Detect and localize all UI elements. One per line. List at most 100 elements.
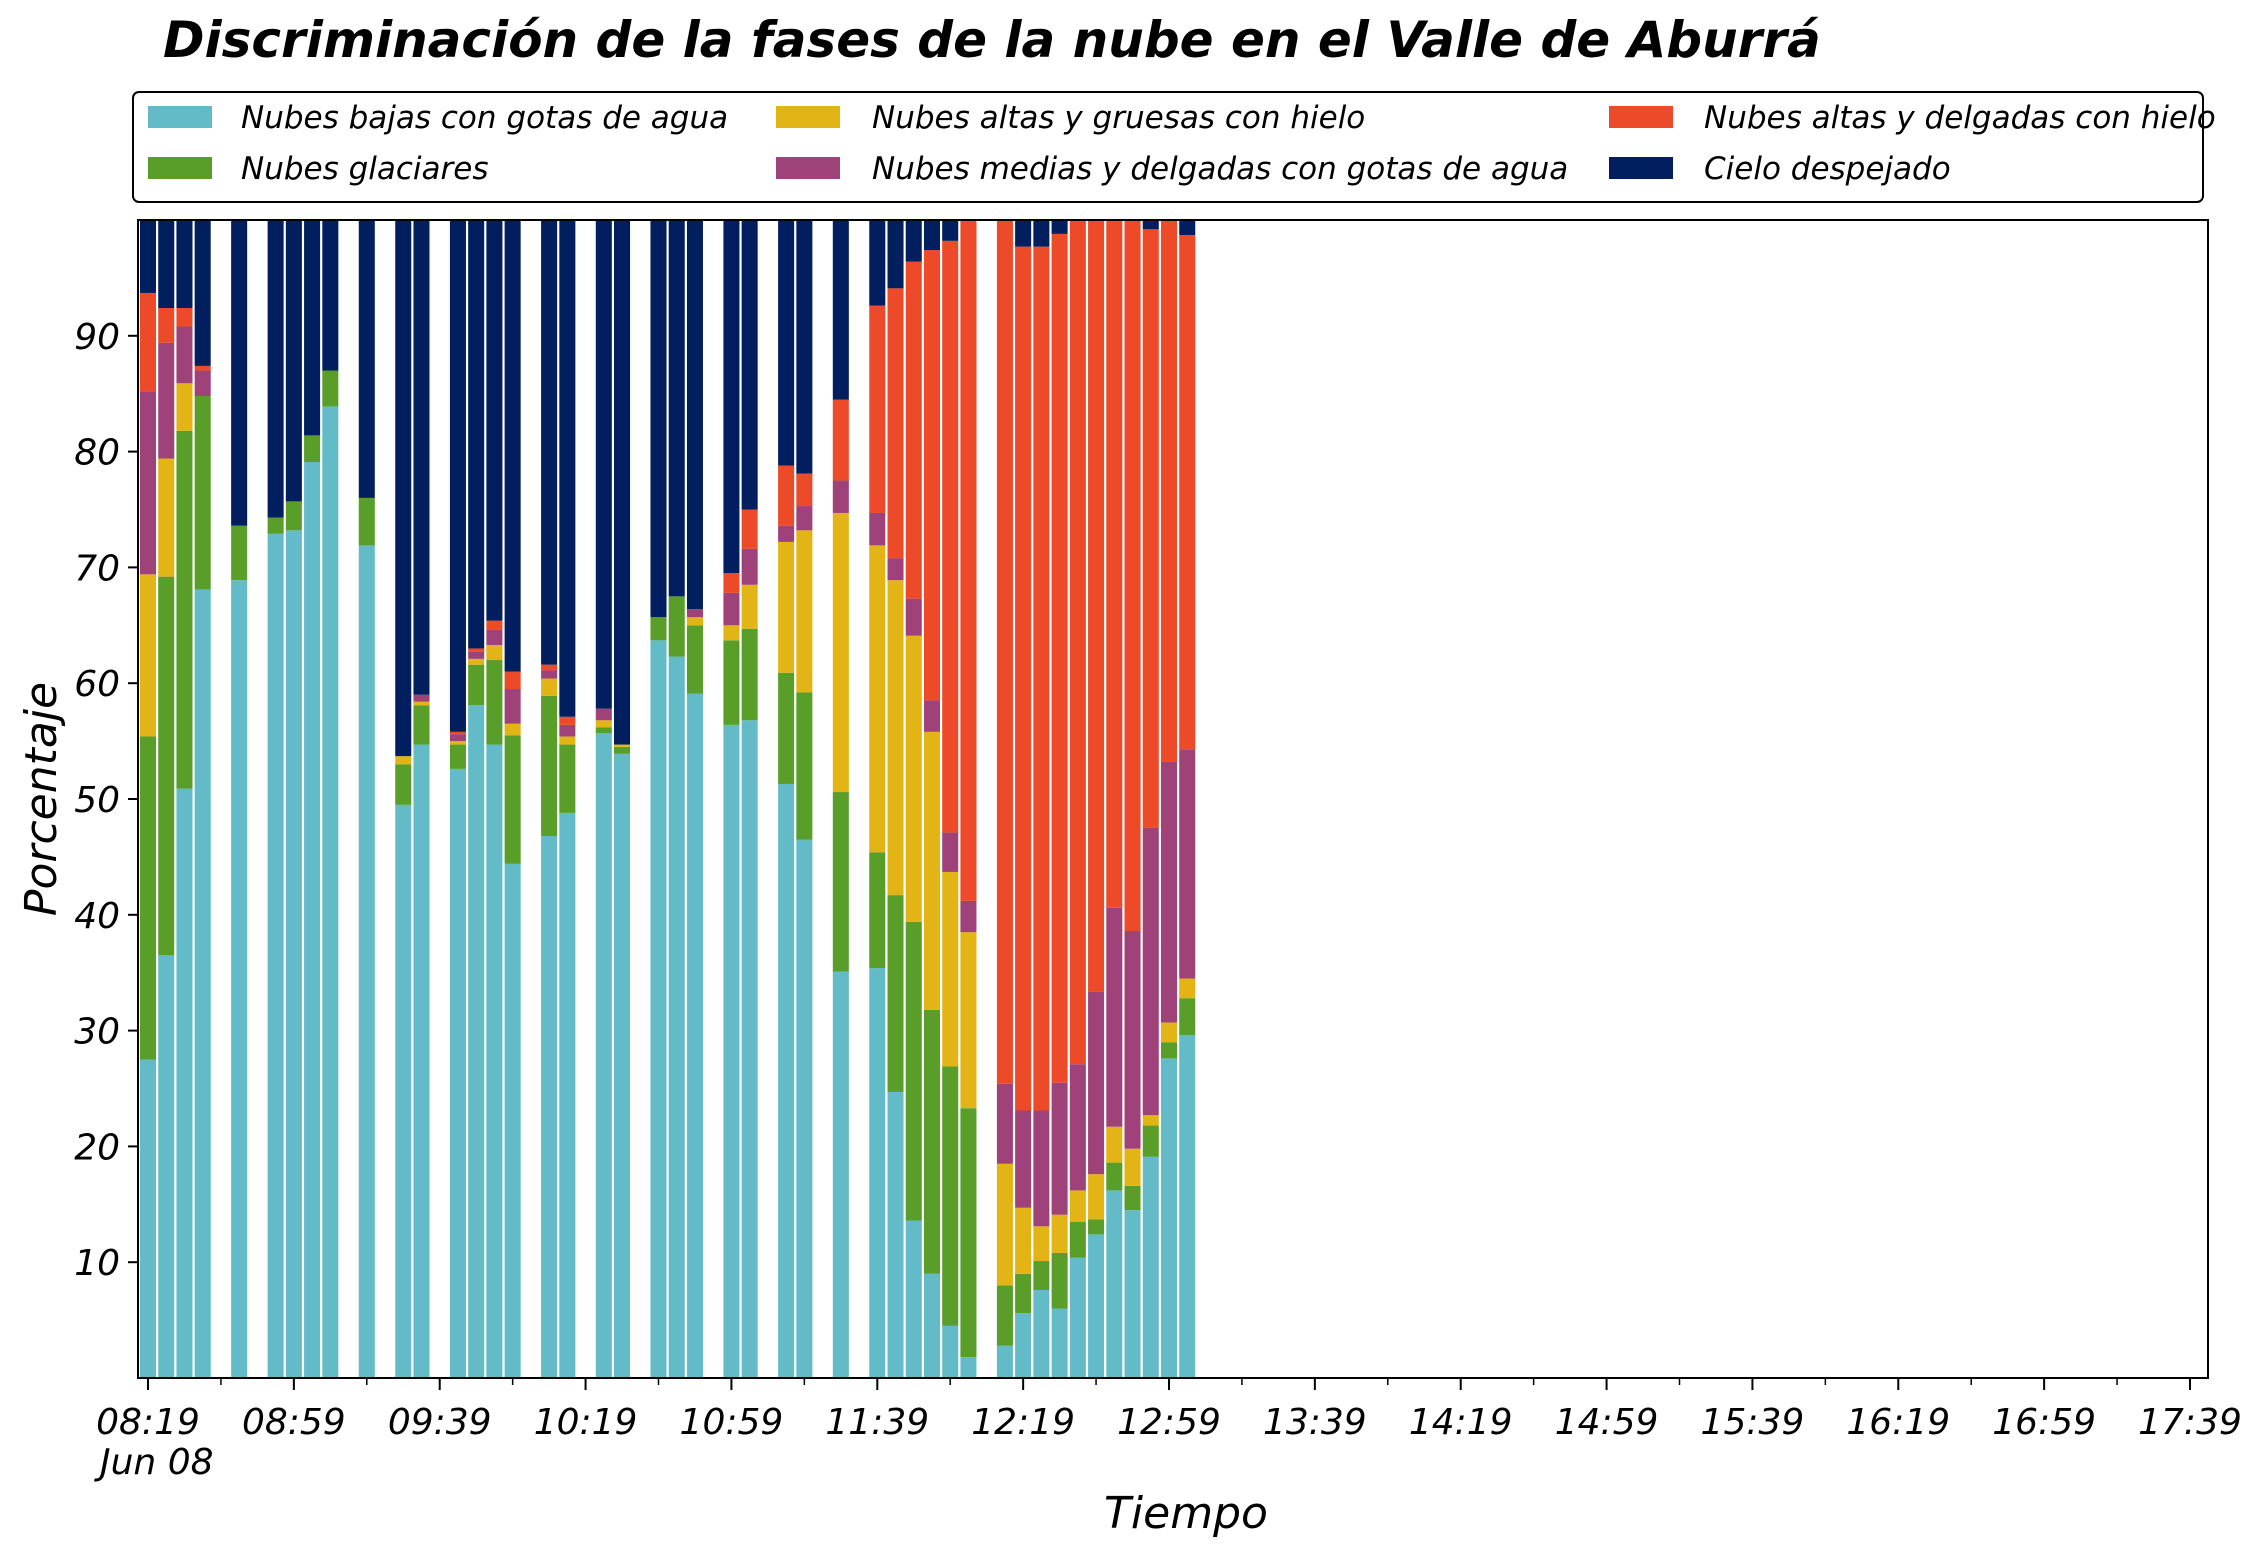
plot-frame	[137, 219, 2209, 1379]
bar-segment-1254-series-5	[1142, 220, 1159, 230]
bar-segment-1129-series-2	[832, 512, 849, 793]
bar-segment-1229-series-3	[1051, 1082, 1068, 1215]
bar-segment-0929-series-2	[395, 756, 412, 765]
bar-segment-1149-series-0	[905, 1220, 922, 1378]
bar-segment-1149-series-2	[905, 635, 922, 922]
bar-segment-1104-series-4	[741, 509, 758, 549]
legend-label-nubes-altas-gruesas: Nubes altas y gruesas con hielo	[872, 100, 1365, 136]
bar-segment-0954-series-2	[486, 644, 503, 661]
bar-segment-1024-series-3	[595, 708, 612, 721]
bar-segment-1234-series-0	[1069, 1257, 1086, 1378]
bar-segment-1059-series-1	[723, 640, 740, 725]
bar-segment-1044-series-1	[668, 596, 685, 657]
bar-segment-1259-series-2	[1160, 1022, 1178, 1043]
bar-segment-0824-series-5	[158, 220, 175, 309]
bar-segment-0834-series-0	[194, 589, 211, 1378]
bar-segment-1239-series-0	[1088, 1234, 1105, 1378]
bar-segment-1304-series-5	[1179, 220, 1196, 236]
bar-segment-1259-series-3	[1160, 761, 1178, 1023]
bar-segment-0934-series-1	[413, 705, 430, 745]
legend-swatch-nubes-altas-gruesas	[776, 106, 840, 128]
bar-segment-1029-series-5	[614, 220, 631, 745]
bar-segment-1244-series-1	[1106, 1162, 1123, 1191]
bar-segment-0819-series-4	[139, 292, 157, 392]
bar-segment-0834-series-4	[194, 365, 211, 371]
bar-segment-0824-series-3	[158, 342, 175, 459]
bar-segment-0949-series-0	[468, 705, 485, 1378]
bar-segment-0824-series-0	[158, 955, 175, 1378]
bar-segment-1129-series-3	[832, 480, 849, 513]
bar-segment-0944-series-1	[449, 744, 466, 769]
bar-segment-1244-series-2	[1106, 1126, 1123, 1163]
y-axis-label: Porcentaje	[16, 682, 67, 916]
bar-segment-0944-series-0	[449, 768, 466, 1378]
bar-segment-1154-series-4	[923, 250, 940, 701]
bar-segment-1304-series-3	[1179, 749, 1196, 979]
bar-segment-1219-series-2	[1015, 1207, 1032, 1274]
bar-segment-1219-series-0	[1015, 1313, 1032, 1378]
bar-segment-1204-series-3	[960, 900, 977, 933]
bar-segment-0919-series-1	[358, 497, 375, 546]
bar-segment-1244-series-3	[1106, 907, 1123, 1127]
bar-segment-0944-series-4	[449, 731, 466, 735]
bar-segment-1149-series-5	[905, 220, 922, 262]
bar-segment-0959-series-5	[504, 220, 521, 672]
bar-segment-1059-series-3	[723, 592, 740, 626]
bar-segment-1229-series-5	[1051, 220, 1068, 234]
bar-segment-0949-series-5	[468, 220, 485, 649]
bar-segment-1044-series-0	[668, 656, 685, 1378]
bar-segment-0934-series-0	[413, 744, 430, 1378]
x-tick-label-1339: 13:39	[1263, 1402, 1367, 1443]
bar-segment-0934-series-5	[413, 220, 430, 695]
legend-swatch-nubes-medias	[776, 157, 840, 179]
bar-segment-0949-series-1	[468, 664, 485, 706]
bar-segment-1229-series-4	[1051, 233, 1068, 1083]
bar-segment-0919-series-5	[358, 220, 375, 498]
bar-segment-1114-series-2	[778, 541, 795, 673]
bar-segment-0959-series-2	[504, 723, 521, 736]
y-tick-label-10: 10	[74, 1243, 120, 1284]
bar-segment-1049-series-0	[686, 693, 703, 1378]
bar-segment-0824-series-1	[158, 576, 175, 956]
bar-segment-1014-series-5	[559, 220, 576, 717]
legend-label-nubes-altas-delgadas: Nubes altas y delgadas con hielo	[1704, 100, 2216, 136]
bar-segment-0959-series-3	[504, 688, 521, 724]
bar-segment-0934-series-3	[413, 694, 430, 702]
bar-segment-1259-series-4	[1160, 220, 1178, 762]
bar-segment-1129-series-5	[832, 220, 849, 400]
bar-segment-0859-series-5	[285, 220, 302, 502]
bar-segment-1049-series-1	[686, 625, 703, 694]
bar-segment-1219-series-3	[1015, 1110, 1032, 1208]
bar-segment-0829-series-0	[176, 788, 193, 1378]
bar-segment-1139-series-3	[869, 512, 886, 546]
bar-segment-1029-series-1	[614, 746, 631, 754]
bar-segment-1159-series-4	[942, 240, 959, 833]
bar-segment-1009-series-1	[541, 695, 558, 837]
bar-segment-1254-series-2	[1142, 1115, 1159, 1126]
bar-segment-1029-series-2	[614, 744, 631, 747]
bar-segment-1029-series-0	[614, 753, 631, 1378]
bar-segment-1254-series-4	[1142, 229, 1159, 828]
bar-segment-1129-series-1	[832, 792, 849, 972]
bar-segment-0909-series-1	[322, 370, 339, 407]
bar-segment-1149-series-1	[905, 921, 922, 1221]
legend-swatch-nubes-altas-delgadas	[1609, 106, 1673, 128]
bar-segment-1249-series-3	[1124, 931, 1141, 1149]
bar-segment-1154-series-2	[923, 731, 940, 1010]
bar-segment-0819-series-1	[139, 736, 157, 1060]
bar-segment-1224-series-1	[1033, 1261, 1050, 1290]
bar-segment-1304-series-0	[1179, 1035, 1196, 1378]
x-tick-label-1259: 12:59	[1117, 1402, 1221, 1443]
bar-segment-1139-series-0	[869, 968, 886, 1378]
bar-segment-0854-series-1	[267, 517, 284, 534]
bar-segment-1139-series-2	[869, 545, 886, 853]
bar-segment-0949-series-3	[468, 651, 485, 659]
bar-segment-1024-series-5	[595, 220, 612, 709]
x-tick-label-1019: 10:19	[534, 1402, 638, 1443]
bar-segment-1244-series-0	[1106, 1190, 1123, 1378]
x-date-label: Jun 08	[94, 1442, 214, 1483]
bar-segment-1234-series-4	[1069, 220, 1086, 1065]
bar-segment-0954-series-0	[486, 744, 503, 1378]
bar-segment-1149-series-4	[905, 261, 922, 599]
